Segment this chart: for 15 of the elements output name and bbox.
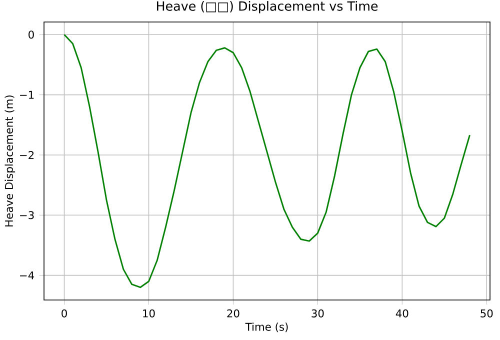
x-axis-title: Time (s) [245,322,288,332]
x-tick-label: 30 [312,309,324,318]
chart-title: Heave (□□) Displacement vs Time [157,1,378,14]
y-axis-title: Heave Displacement (m) [4,96,16,226]
line-series [64,34,470,288]
x-tick-label: 50 [480,309,493,318]
x-tick-label: 40 [396,309,408,318]
x-tick-label: 20 [227,309,240,318]
y-tick-label: 0 [28,30,34,39]
y-tick-label: −4 [20,271,34,280]
y-tick-label: −3 [20,211,34,220]
y-tick-label: −1 [20,90,34,99]
x-tick-label: 10 [143,309,155,318]
x-tick-label: 0 [62,309,67,318]
y-tick-label: −2 [20,151,34,159]
